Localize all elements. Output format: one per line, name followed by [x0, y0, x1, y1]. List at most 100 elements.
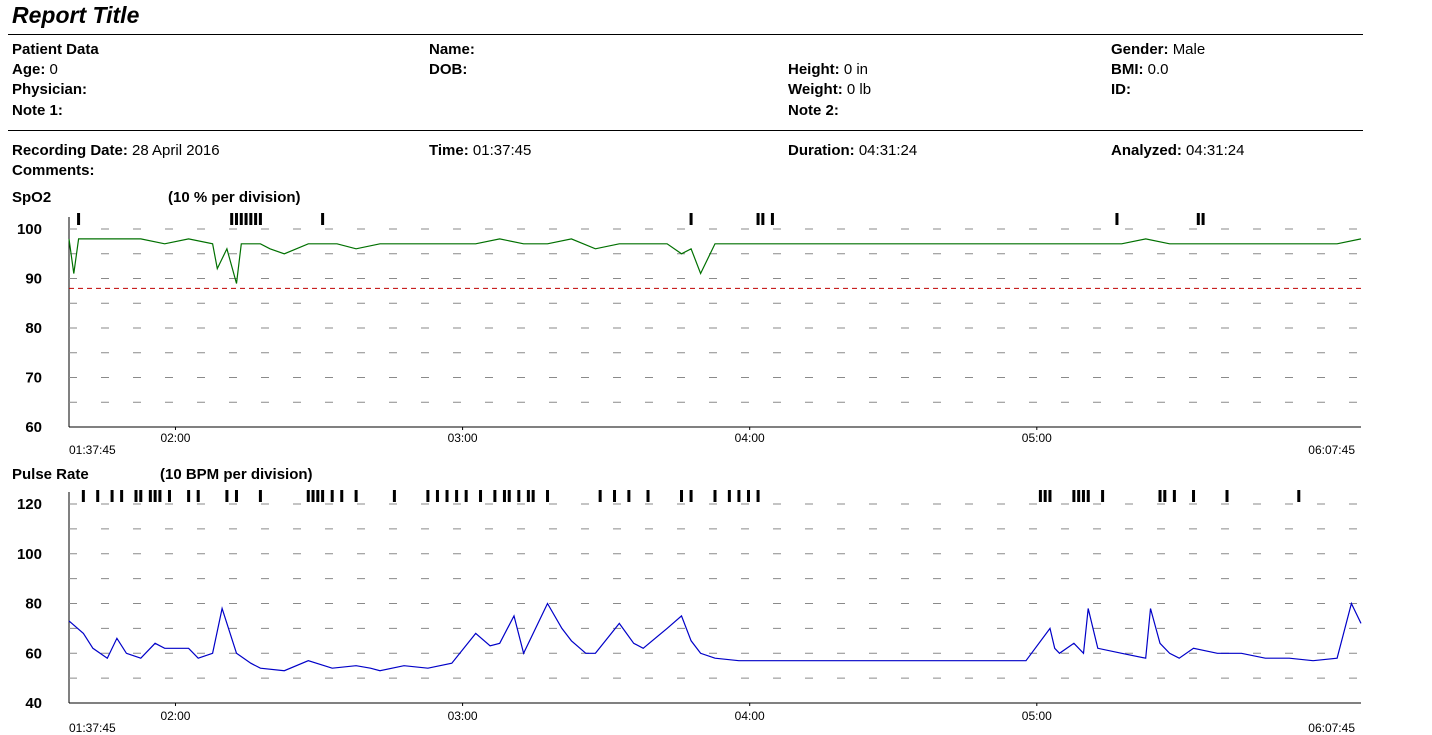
pulse-x-tick-label: 04:00	[735, 709, 765, 723]
recording-date-field: Recording Date: 28 April 2016	[12, 142, 220, 159]
pulse-event-mark	[340, 490, 344, 502]
spo2-event-mark	[77, 213, 81, 225]
id-label: ID:	[1111, 81, 1131, 98]
bmi-field: BMI: 0.0	[1111, 61, 1169, 78]
spo2-event-mark	[321, 213, 325, 225]
pulse-event-mark	[727, 490, 731, 502]
bmi-label: BMI:	[1111, 61, 1144, 78]
pulse-event-mark	[153, 490, 157, 502]
duration-field: Duration: 04:31:24	[788, 142, 917, 159]
pulse-event-mark	[689, 490, 693, 502]
height-field: Height: 0 in	[788, 61, 868, 78]
pulse-event-mark	[306, 490, 310, 502]
spo2-event-mark	[1196, 213, 1200, 225]
spo2-event-mark	[239, 213, 243, 225]
pulse-event-mark	[234, 490, 238, 502]
spo2-x-start-label: 01:37:45	[69, 443, 116, 457]
pulse-chart-title: Pulse Rate	[12, 466, 89, 483]
spo2-x-tick-label: 02:00	[160, 431, 190, 445]
spo2-event-mark	[244, 213, 248, 225]
pulse-event-mark	[316, 490, 320, 502]
pulse-series-line	[68, 601, 1362, 672]
pulse-event-mark	[746, 490, 750, 502]
spo2-event-mark	[756, 213, 760, 225]
analyzed-label: Analyzed:	[1111, 142, 1182, 159]
analyzed-field: Analyzed: 04:31:24	[1111, 142, 1244, 159]
pulse-event-mark	[426, 490, 430, 502]
pulse-event-mark	[1038, 490, 1042, 502]
time-value: 01:37:45	[472, 142, 532, 159]
height-value: 0 in	[843, 61, 869, 78]
pulse-event-mark	[167, 490, 171, 502]
spo2-event-mark	[258, 213, 262, 225]
pulse-event-mark	[1048, 490, 1052, 502]
pulse-event-mark	[330, 490, 334, 502]
pulse-event-mark	[1043, 490, 1047, 502]
physician-label: Physician:	[12, 81, 88, 98]
weight-value: 0 lb	[846, 81, 872, 98]
spo2-y-tick-label: 90	[25, 271, 42, 288]
pulse-event-mark	[187, 490, 191, 502]
bmi-value: 0.0	[1147, 61, 1169, 78]
pulse-event-mark	[507, 490, 511, 502]
pulse-event-mark	[120, 490, 124, 502]
pulse-event-mark	[464, 490, 468, 502]
time-field: Time: 01:37:45	[429, 142, 531, 159]
pulse-event-mark	[737, 490, 741, 502]
dob-label: DOB:	[429, 61, 468, 78]
pulse-event-mark	[613, 490, 617, 502]
pulse-event-mark	[455, 490, 459, 502]
pulse-event-mark	[392, 490, 396, 502]
pulse-x-tick-label: 03:00	[448, 709, 478, 723]
pulse-event-mark	[479, 490, 483, 502]
spo2-event-mark	[230, 213, 234, 225]
comments-label: Comments:	[12, 162, 95, 179]
pulse-event-mark	[1158, 490, 1162, 502]
pulse-event-mark	[225, 490, 229, 502]
pulse-event-mark	[1081, 490, 1085, 502]
header-divider-top	[8, 34, 1363, 35]
pulse-event-mark	[493, 490, 497, 502]
weight-field: Weight: 0 lb	[788, 81, 871, 98]
pulse-event-mark	[627, 490, 631, 502]
duration-label: Duration:	[788, 142, 855, 159]
name-label: Name:	[429, 41, 475, 58]
pulse-event-mark	[96, 490, 100, 502]
age-value: 0	[49, 61, 58, 78]
analyzed-value: 04:31:24	[1186, 142, 1245, 159]
pulse-x-tick-label: 02:00	[160, 709, 190, 723]
age-field: Age: 0	[12, 61, 58, 78]
pulse-event-mark	[139, 490, 143, 502]
spo2-x-tick-label: 03:00	[448, 431, 478, 445]
note1-label: Note 1:	[12, 102, 63, 119]
pulse-event-mark	[311, 490, 315, 502]
pulse-event-mark	[435, 490, 439, 502]
duration-value: 04:31:24	[858, 142, 918, 159]
pulse-x-end-label: 06:07:45	[1308, 721, 1355, 735]
spo2-chart-title: SpO2	[12, 189, 52, 206]
pulse-event-mark	[1101, 490, 1105, 502]
header-divider-bottom	[8, 130, 1363, 131]
pulse-event-mark	[756, 490, 760, 502]
pulse-event-mark	[646, 490, 650, 502]
pulse-event-mark	[517, 490, 521, 502]
weight-label: Weight:	[788, 81, 843, 98]
spo2-x-tick-label: 05:00	[1022, 431, 1052, 445]
pulse-event-mark	[148, 490, 152, 502]
pulse-y-tick-label: 120	[17, 496, 42, 513]
spo2-y-tick-label: 70	[25, 370, 42, 387]
pulse-event-mark	[526, 490, 530, 502]
pulse-x-tick-label: 05:00	[1022, 709, 1052, 723]
spo2-series-line	[68, 238, 1362, 284]
pulse-event-mark	[713, 490, 717, 502]
pulse-event-mark	[1086, 490, 1090, 502]
spo2-event-mark	[1115, 213, 1119, 225]
pulse-event-mark	[1192, 490, 1196, 502]
spo2-event-mark	[1201, 213, 1205, 225]
gender-value: Male	[1172, 41, 1206, 58]
spo2-event-mark	[234, 213, 238, 225]
spo2-y-tick-label: 100	[17, 221, 42, 238]
pulse-event-mark	[1072, 490, 1076, 502]
pulse-event-mark	[258, 490, 262, 502]
spo2-x-tick-label: 04:00	[735, 431, 765, 445]
